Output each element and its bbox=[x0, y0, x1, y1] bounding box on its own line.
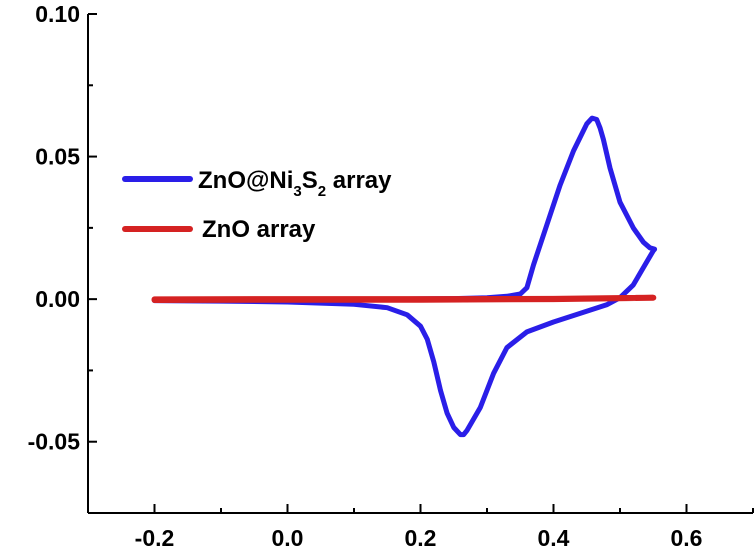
y-tick-label: 0.05 bbox=[35, 144, 80, 170]
y-tick-label: -0.05 bbox=[28, 429, 81, 455]
legend-label-znoni3s2: ZnO@Ni3S2 array bbox=[198, 167, 392, 200]
x-tick-label: 0.4 bbox=[538, 525, 570, 551]
x-tick-label: -0.2 bbox=[135, 525, 175, 551]
legend-label-zno: ZnO array bbox=[202, 216, 316, 243]
series-line-znoni3s2 bbox=[152, 115, 658, 438]
data-series bbox=[151, 115, 658, 438]
y-tick-label: 0.00 bbox=[35, 286, 80, 312]
y-tick-label: 0.10 bbox=[35, 1, 80, 27]
series-line-zno bbox=[151, 294, 657, 303]
x-tick-label: 0.6 bbox=[671, 525, 703, 551]
legend: ZnO@Ni3S2 array ZnO array bbox=[122, 167, 392, 243]
plot-axes: -0.05 0.00 0.05 0.10 -0.2 0.0 0.2 0.4 0.6 bbox=[28, 1, 754, 551]
x-tick-label: 0.0 bbox=[272, 525, 304, 551]
x-tick-label: 0.2 bbox=[405, 525, 437, 551]
